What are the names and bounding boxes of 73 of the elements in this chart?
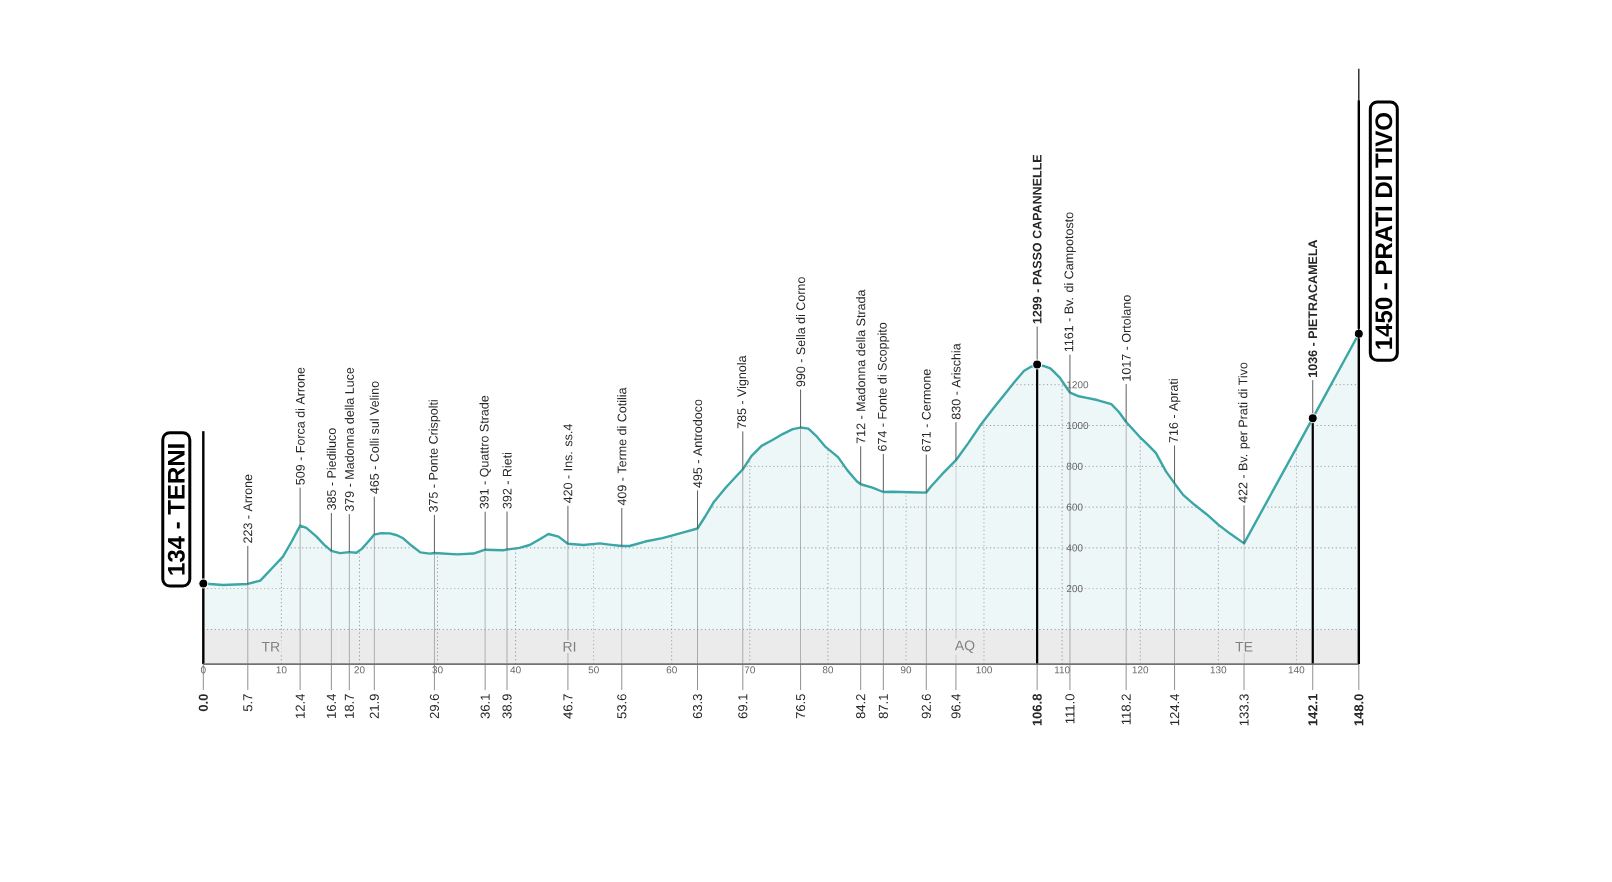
x-tick-label: 12.4 <box>295 694 305 718</box>
x-tick-label: 142.1 <box>1308 693 1318 726</box>
x-tick-label: 87.1 <box>878 694 888 719</box>
annotation: 385 - Piediluco <box>326 428 336 510</box>
x-tick-label: 46.7 <box>563 694 573 719</box>
x-tick-label: 53.6 <box>617 694 627 719</box>
annotation: 712 - Madonna della Strada <box>856 289 866 444</box>
annotation: 223 - Arrone <box>243 474 253 543</box>
x2-tick-label: 60 <box>666 666 677 674</box>
x-tick-label: 124.4 <box>1170 694 1180 726</box>
x2-tick-label: 40 <box>510 666 521 674</box>
x2-tick-label: 100 <box>976 666 993 674</box>
annotation: 420 - Ins. ss.4 <box>563 424 573 504</box>
x-tick-label: 5.7 <box>243 694 253 712</box>
annotation: 785 - Vignola <box>736 355 749 429</box>
x2-tick-label: 50 <box>588 666 599 674</box>
x-tick-label: 0.0 <box>198 694 208 712</box>
x-tick-label: 69.1 <box>738 694 748 719</box>
annotation: 409 - Terme di Cotilia <box>617 387 627 506</box>
x-tick-label: 63.3 <box>692 694 703 719</box>
annotation: 1017 - Ortolano <box>1121 295 1131 381</box>
x2-tick-label: 70 <box>744 666 756 674</box>
x-tick-label: 111.0 <box>1065 694 1075 724</box>
band-label: RI <box>563 641 576 652</box>
annotation: 674 - Fonte di Scoppito <box>877 322 890 451</box>
x-tick-label: 96.4 <box>951 694 961 719</box>
band-label: TE <box>1235 641 1253 652</box>
annotation: 671 - Cermone <box>921 369 931 452</box>
annotation: 716 - Aprati <box>1168 379 1181 443</box>
x-tick-label: 148.0 <box>1354 694 1364 726</box>
ref-line-label: 134 - TERNI <box>167 444 185 575</box>
x-tick-label: 29.6 <box>429 694 440 719</box>
x-tick-label: 84.2 <box>856 694 866 719</box>
x-tick-label: 18.7 <box>344 694 354 718</box>
annotation: 465 - Colli sul Velino <box>369 381 379 494</box>
y-tick-label: 1000 <box>1067 421 1089 430</box>
x-tick-label: 133.3 <box>1239 694 1249 726</box>
x-tick-label: 38.9 <box>502 694 512 719</box>
x-tick-label: 16.4 <box>326 694 336 718</box>
x2-tick-label: 80 <box>822 666 834 674</box>
y-tick-label: 600 <box>1066 503 1083 511</box>
annotation: 1161 - Bv. di Campotosto <box>1064 212 1076 352</box>
x-tick-label: 118.2 <box>1121 694 1131 725</box>
annotation: 379 - Madonna della Luce <box>344 367 354 512</box>
annotation: 392 - Rieti <box>502 452 512 509</box>
annotation: 1036 - PIETRACAMELA <box>1308 239 1318 377</box>
y-tick-label: 200 <box>1066 585 1083 593</box>
annotation: 495 - Antrodoco <box>692 399 703 488</box>
band-label: AQ <box>954 640 975 653</box>
x2-tick-label: 120 <box>1132 666 1149 674</box>
y-tick-label: 800 <box>1066 462 1083 470</box>
x-tick-label: 92.6 <box>921 694 931 719</box>
x-tick-label: 36.1 <box>480 694 490 719</box>
band-label: TR <box>261 641 280 652</box>
x2-tick-label: 90 <box>900 666 912 674</box>
x2-tick-label: 110 <box>1054 666 1070 674</box>
annotation: 1299 - PASSO CAPANNELLE <box>1032 154 1042 324</box>
ref-line-label: 1450 - PRATI DI TIVO <box>1375 113 1393 349</box>
x2-tick-label: 130 <box>1210 666 1227 674</box>
annotation: 375 - Ponte Crispolti <box>428 400 441 513</box>
y-tick-label: 400 <box>1066 544 1083 552</box>
x2-tick-label: 0 <box>200 666 206 674</box>
x-tick-label: 106.8 <box>1032 694 1042 726</box>
annotation: 830 - Arischia <box>951 343 961 420</box>
annotation: 422 - Bv. per Prati di Tivo <box>1238 362 1250 503</box>
x-tick-label: 21.9 <box>369 694 379 719</box>
x2-tick-label: 20 <box>354 666 365 674</box>
x-tick-label: 76.5 <box>795 694 806 719</box>
x2-tick-label: 10 <box>276 666 287 674</box>
annotation: 391 - Quattro Strade <box>479 395 491 509</box>
annotation: 990 - Sella di Corno <box>795 277 806 387</box>
x2-tick-label: 140 <box>1288 666 1305 674</box>
annotation: 509 - Forca di Arrone <box>295 367 305 485</box>
